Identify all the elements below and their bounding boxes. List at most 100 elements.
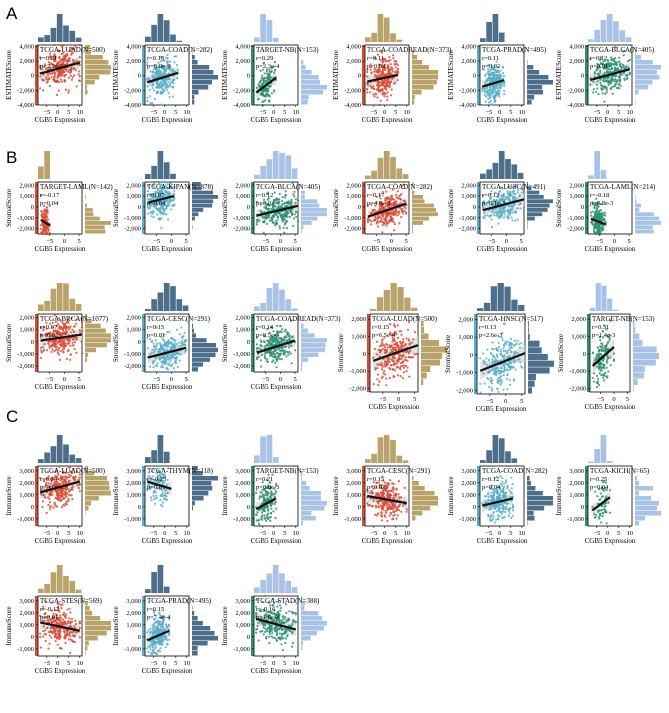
scatter-point bbox=[493, 361, 497, 364]
right-histogram-bar bbox=[301, 352, 319, 357]
scatter-point bbox=[391, 70, 394, 73]
scatter-point bbox=[393, 223, 396, 226]
p-value-label: p=8.8e-3 bbox=[590, 200, 613, 207]
y-axis-label: StromalScore bbox=[221, 189, 229, 227]
top-marginal-histogram bbox=[145, 151, 176, 179]
scatter-point bbox=[261, 74, 264, 77]
scatter-point bbox=[56, 340, 59, 343]
scatter-point bbox=[412, 338, 415, 341]
scatter-point bbox=[399, 198, 403, 201]
top-histogram-bar bbox=[600, 170, 607, 179]
right-histogram-bar bbox=[192, 85, 209, 90]
p-value-label: p=0.04 bbox=[147, 200, 166, 207]
scatter-point bbox=[500, 378, 503, 381]
scatter-point bbox=[517, 207, 520, 210]
scatter-point bbox=[408, 343, 411, 346]
scatter-point bbox=[388, 213, 391, 216]
scatter-point bbox=[378, 207, 381, 210]
scatter-point bbox=[376, 373, 380, 376]
scatter-point bbox=[71, 341, 74, 344]
scatter-point bbox=[50, 350, 53, 353]
scatter-point bbox=[180, 326, 183, 329]
right-histogram-bar bbox=[301, 323, 304, 328]
scatter-point bbox=[164, 358, 167, 361]
scatter-point bbox=[156, 362, 159, 365]
scatter-point bbox=[62, 44, 65, 47]
scatter-point bbox=[175, 342, 178, 346]
scatter-point bbox=[385, 88, 388, 91]
y-tick-label: 4,000 bbox=[569, 43, 584, 50]
y-tick-label: -2,000 bbox=[124, 226, 141, 233]
y-axis-label: ESTIMATEScore bbox=[112, 50, 120, 100]
scatter-point bbox=[160, 65, 163, 68]
scatter-point bbox=[384, 73, 387, 76]
scatter-point bbox=[256, 347, 259, 350]
scatter-point bbox=[518, 358, 521, 361]
scatter-point bbox=[386, 66, 389, 69]
scatter-point bbox=[152, 216, 155, 219]
scatter-point bbox=[366, 70, 369, 74]
x-tick-label: −5 bbox=[153, 238, 160, 245]
scatter-point bbox=[402, 360, 405, 363]
scatter-point bbox=[158, 210, 161, 213]
scatter-point bbox=[278, 225, 281, 228]
right-histogram-bar bbox=[301, 367, 302, 372]
scatter-point bbox=[612, 85, 615, 88]
scatter-point bbox=[493, 103, 496, 107]
scatter-point bbox=[149, 95, 152, 98]
scatter-point bbox=[514, 368, 517, 371]
scatter-point bbox=[483, 362, 486, 365]
scatter-point bbox=[42, 89, 45, 92]
scatter-point bbox=[488, 215, 491, 218]
scatter-point bbox=[502, 216, 506, 219]
scatter-point bbox=[162, 210, 165, 213]
scatter-point bbox=[156, 76, 159, 79]
scatter-point bbox=[393, 204, 396, 207]
scatter-point bbox=[169, 370, 172, 374]
scatter-point bbox=[62, 350, 65, 354]
top-histogram-bar bbox=[56, 283, 63, 311]
scatter-point bbox=[40, 215, 44, 218]
rug-strip bbox=[362, 45, 365, 105]
top-marginal-histogram bbox=[38, 151, 50, 179]
x-tick-label: 5 bbox=[293, 238, 296, 245]
scatter-panel: TCGA-COADREAD(N=373)r=0.14p=8.5e-3-2,000… bbox=[221, 283, 341, 391]
scatter-point bbox=[389, 63, 392, 66]
scatter-point bbox=[278, 357, 282, 360]
r-value-label: r=0.15 bbox=[372, 324, 389, 331]
scatter-point bbox=[262, 103, 265, 107]
y-tick-label: 2,000 bbox=[235, 315, 250, 322]
scatter-point bbox=[293, 195, 296, 198]
scatter-point bbox=[491, 85, 495, 88]
scatter-point bbox=[368, 91, 372, 94]
scatter-point bbox=[489, 103, 492, 106]
scatter-point bbox=[366, 75, 369, 78]
scatter-point bbox=[491, 361, 494, 364]
top-histogram-bar bbox=[157, 151, 164, 179]
right-histogram-bar bbox=[527, 203, 550, 208]
scatter-point bbox=[508, 192, 511, 195]
scatter-point bbox=[44, 67, 48, 70]
scatter-point bbox=[63, 323, 66, 327]
top-histogram-bar bbox=[279, 289, 285, 311]
scatter-point bbox=[596, 80, 599, 83]
scatter-point bbox=[280, 358, 284, 361]
right-histogram-bar bbox=[301, 357, 309, 362]
scatter-point bbox=[272, 71, 276, 74]
scatter-point bbox=[166, 331, 169, 334]
x-tick-label: 0 bbox=[613, 238, 616, 245]
right-histogram-bar bbox=[412, 221, 423, 225]
scatter-point bbox=[410, 341, 413, 344]
scatter-point bbox=[489, 376, 492, 379]
y-tick-label: 0 bbox=[473, 73, 476, 80]
scatter-point bbox=[169, 67, 172, 70]
scatter-point bbox=[78, 329, 81, 332]
scatter-point bbox=[146, 96, 149, 99]
scatter-point bbox=[74, 45, 77, 48]
scatter-point bbox=[589, 214, 593, 217]
scatter-point bbox=[507, 344, 511, 347]
scatter-point bbox=[481, 216, 485, 219]
scatter-point bbox=[396, 336, 400, 339]
scatter-point bbox=[68, 339, 72, 342]
scatter-point bbox=[265, 72, 269, 75]
